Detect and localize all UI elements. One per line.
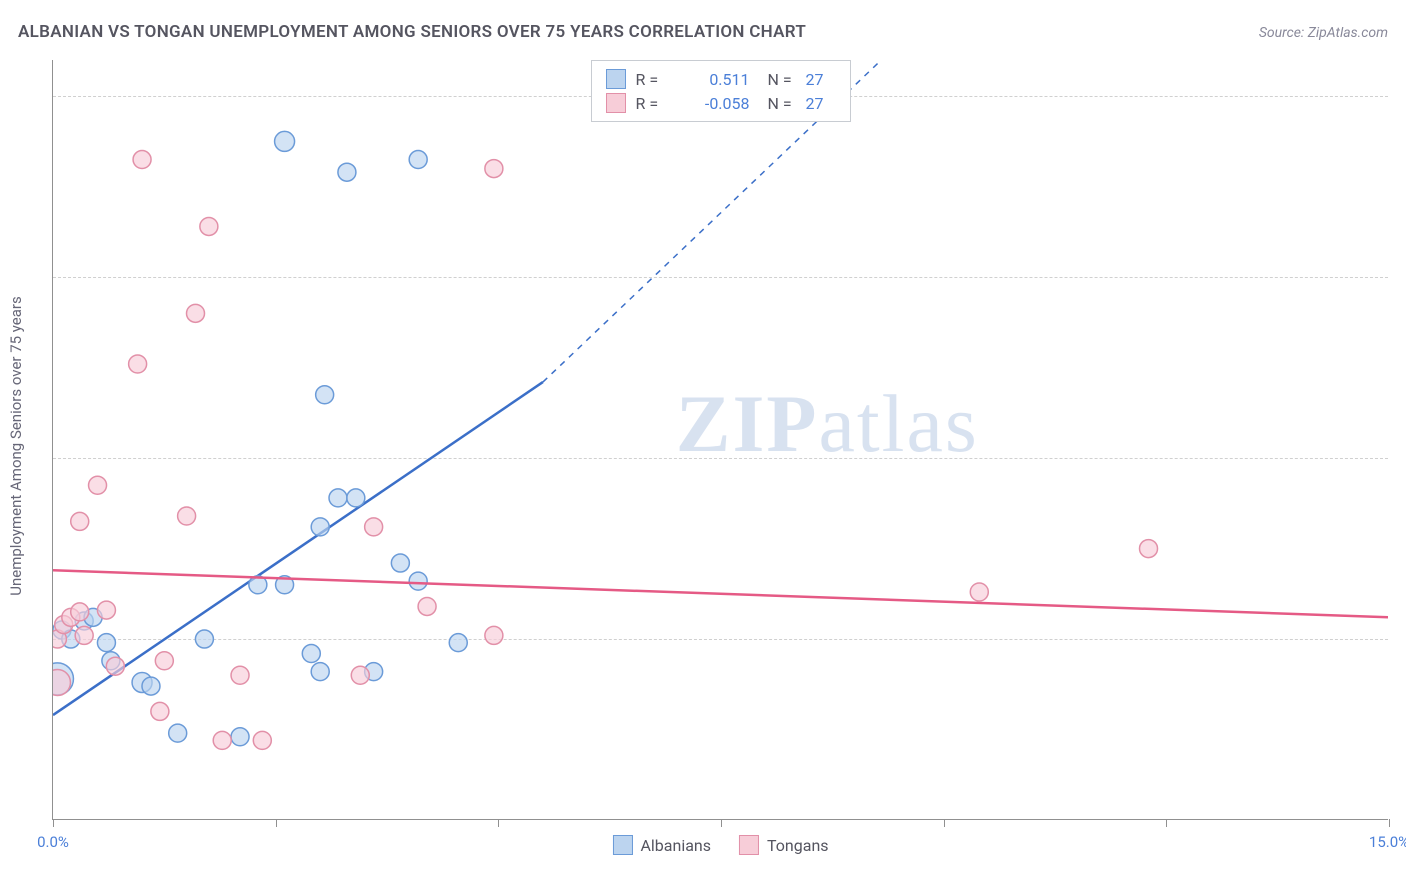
plot-area: ZIPatlas R = 0.511 N = 27 R = -0.058 N =… <box>52 60 1388 820</box>
legend-swatch-albanians-2 <box>612 835 632 855</box>
legend-label-tongans: Tongans <box>767 836 829 855</box>
xtick <box>944 819 945 827</box>
n-label: N = <box>768 94 796 113</box>
title-bar: ALBANIAN VS TONGAN UNEMPLOYMENT AMONG SE… <box>18 22 1388 42</box>
xtick <box>498 819 499 827</box>
r-label: R = <box>636 94 670 113</box>
chart-svg <box>53 60 1388 819</box>
xtick-label: 15.0% <box>1369 833 1406 851</box>
n-value-albanians: 27 <box>806 70 836 89</box>
legend-label-albanians: Albanians <box>640 836 711 855</box>
legend-swatch-albanians <box>606 69 626 89</box>
r-value-tongans: -0.058 <box>680 94 750 113</box>
y-axis-label: Unemployment Among Seniors over 75 years <box>7 296 25 595</box>
legend-row-albanians: R = 0.511 N = 27 <box>606 67 836 91</box>
legend-item-albanians: Albanians <box>612 835 711 855</box>
legend-row-tongans: R = -0.058 N = 27 <box>606 91 836 115</box>
legend-swatch-tongans-2 <box>739 835 759 855</box>
xtick <box>1389 819 1390 827</box>
source-label: Source: ZipAtlas.com <box>1259 25 1388 41</box>
r-label: R = <box>636 70 670 89</box>
legend-series: Albanians Tongans <box>612 835 828 855</box>
n-value-tongans: 27 <box>806 94 836 113</box>
legend-item-tongans: Tongans <box>739 835 829 855</box>
r-value-albanians: 0.511 <box>680 70 750 89</box>
xtick <box>1166 819 1167 827</box>
xtick <box>276 819 277 827</box>
n-label: N = <box>768 70 796 89</box>
xtick-label: 0.0% <box>37 833 69 851</box>
chart-title: ALBANIAN VS TONGAN UNEMPLOYMENT AMONG SE… <box>18 22 806 42</box>
legend-correlation: R = 0.511 N = 27 R = -0.058 N = 27 <box>591 60 851 122</box>
xtick <box>721 819 722 827</box>
legend-swatch-tongans <box>606 93 626 113</box>
xtick <box>53 819 54 827</box>
